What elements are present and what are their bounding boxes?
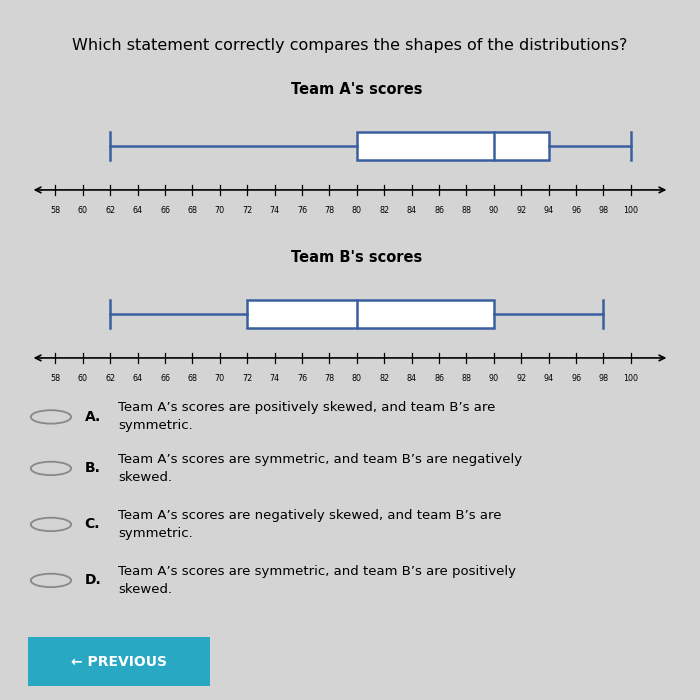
Text: 62: 62 (105, 374, 116, 384)
Text: 76: 76 (297, 374, 307, 384)
Text: 66: 66 (160, 206, 170, 216)
Text: C.: C. (85, 517, 100, 531)
Text: 92: 92 (516, 206, 526, 216)
Text: B.: B. (85, 461, 100, 475)
Text: 72: 72 (242, 374, 253, 384)
Text: 60: 60 (78, 206, 88, 216)
Text: 70: 70 (215, 206, 225, 216)
Text: Team A's scores: Team A's scores (291, 83, 423, 97)
Text: Team A’s scores are negatively skewed, and team B’s are
symmetric.: Team A’s scores are negatively skewed, a… (118, 509, 502, 540)
Text: 90: 90 (489, 374, 499, 384)
Text: 96: 96 (571, 206, 581, 216)
Text: 84: 84 (407, 206, 416, 216)
Text: 76: 76 (297, 206, 307, 216)
Text: Which statement correctly compares the shapes of the distributions?: Which statement correctly compares the s… (72, 38, 628, 53)
FancyBboxPatch shape (28, 637, 210, 686)
Text: 88: 88 (461, 206, 472, 216)
Text: 70: 70 (215, 374, 225, 384)
Text: D.: D. (85, 573, 102, 587)
Text: Team B's scores: Team B's scores (291, 251, 423, 265)
Text: Team A’s scores are symmetric, and team B’s are positively
skewed.: Team A’s scores are symmetric, and team … (118, 565, 516, 596)
Text: 58: 58 (50, 206, 60, 216)
Text: 86: 86 (434, 374, 444, 384)
Text: 60: 60 (78, 374, 88, 384)
Text: 88: 88 (461, 374, 472, 384)
Text: 80: 80 (352, 374, 362, 384)
Text: ← PREVIOUS: ← PREVIOUS (71, 654, 167, 668)
Text: 82: 82 (379, 206, 389, 216)
Text: 78: 78 (324, 374, 335, 384)
Bar (247, 300, 494, 328)
Text: 82: 82 (379, 374, 389, 384)
Text: 68: 68 (188, 206, 197, 216)
Text: 62: 62 (105, 206, 116, 216)
Text: 86: 86 (434, 206, 444, 216)
Text: 84: 84 (407, 374, 416, 384)
Text: 98: 98 (598, 374, 608, 384)
Text: 94: 94 (544, 206, 554, 216)
Text: A.: A. (85, 410, 101, 424)
Text: 100: 100 (624, 374, 638, 384)
Text: 92: 92 (516, 374, 526, 384)
Text: 78: 78 (324, 206, 335, 216)
Text: 94: 94 (544, 374, 554, 384)
Text: 100: 100 (624, 206, 638, 216)
Text: 90: 90 (489, 206, 499, 216)
Text: 64: 64 (132, 206, 143, 216)
Text: 74: 74 (270, 206, 280, 216)
Bar (357, 132, 549, 160)
Text: Team A’s scores are positively skewed, and team B’s are
symmetric.: Team A’s scores are positively skewed, a… (118, 401, 496, 433)
Text: 96: 96 (571, 374, 581, 384)
Text: 66: 66 (160, 374, 170, 384)
Text: 72: 72 (242, 206, 253, 216)
Text: 80: 80 (352, 206, 362, 216)
Text: 98: 98 (598, 206, 608, 216)
Text: 74: 74 (270, 374, 280, 384)
Text: 58: 58 (50, 374, 60, 384)
Text: 64: 64 (132, 374, 143, 384)
Text: Team A’s scores are symmetric, and team B’s are negatively
skewed.: Team A’s scores are symmetric, and team … (118, 453, 522, 484)
Text: 68: 68 (188, 374, 197, 384)
